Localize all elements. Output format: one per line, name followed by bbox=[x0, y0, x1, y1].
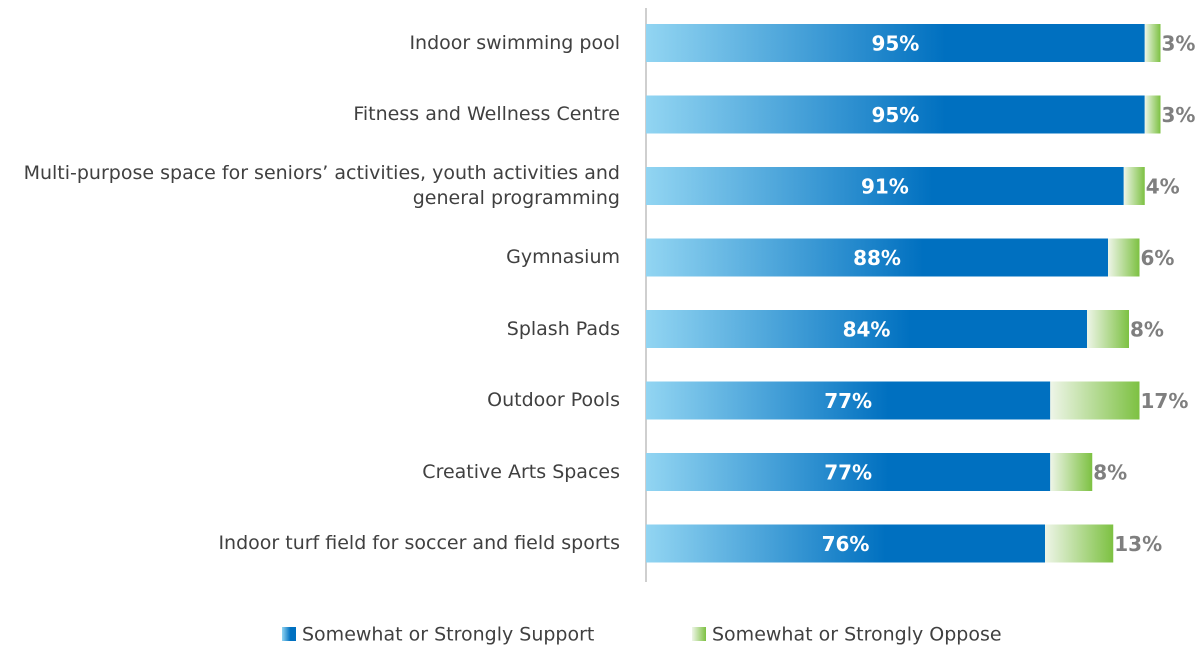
value-label: 6% bbox=[1141, 246, 1175, 270]
bar-segment bbox=[1144, 24, 1161, 62]
bar-segment bbox=[646, 238, 1108, 277]
legend-swatch bbox=[282, 627, 296, 641]
bar-segment bbox=[1050, 381, 1140, 420]
category-label: Outdoor Pools bbox=[487, 389, 620, 411]
value-label: 77% bbox=[824, 461, 872, 485]
bar-segment bbox=[646, 95, 1145, 134]
value-label: 17% bbox=[1141, 389, 1189, 413]
bar-segment bbox=[1123, 167, 1145, 205]
value-label: 84% bbox=[843, 318, 891, 342]
bar-segment bbox=[646, 453, 1051, 491]
legend-label: Somewhat or Strongly Support bbox=[302, 624, 594, 646]
value-label: 88% bbox=[853, 246, 901, 270]
bar-segment bbox=[646, 24, 1145, 62]
bar-segment bbox=[646, 167, 1124, 205]
bar-segment bbox=[1050, 453, 1093, 491]
category-label: Multi-purpose space for seniors’ activit… bbox=[23, 162, 620, 209]
value-label: 91% bbox=[861, 175, 909, 199]
category-label: Creative Arts Spaces bbox=[422, 460, 620, 483]
value-label: 8% bbox=[1093, 461, 1127, 485]
category-label: Splash Pads bbox=[506, 317, 620, 340]
value-label: 3% bbox=[1162, 103, 1196, 127]
bar-segment bbox=[646, 310, 1087, 348]
category-label: Indoor turf field for soccer and field s… bbox=[218, 532, 620, 554]
value-label: 76% bbox=[822, 532, 870, 556]
category-label: Fitness and Wellness Centre bbox=[353, 103, 620, 125]
value-label: 8% bbox=[1130, 318, 1164, 342]
bar-segment bbox=[1108, 238, 1140, 277]
category-label: Gymnasium bbox=[506, 246, 620, 268]
bar-segment bbox=[1144, 95, 1161, 134]
legend-label: Somewhat or Strongly Oppose bbox=[712, 624, 1002, 646]
value-label: 3% bbox=[1162, 32, 1196, 56]
value-label: 13% bbox=[1114, 532, 1162, 556]
category-label: Indoor swimming pool bbox=[409, 31, 620, 54]
value-label: 95% bbox=[871, 32, 919, 56]
bar-segment bbox=[1045, 524, 1114, 563]
bar-segment bbox=[1087, 310, 1129, 348]
value-label: 4% bbox=[1146, 175, 1180, 199]
legend-swatch bbox=[692, 627, 706, 641]
value-label: 95% bbox=[871, 103, 919, 127]
bar-segment bbox=[646, 381, 1051, 420]
bar-segment bbox=[646, 524, 1045, 563]
value-label: 77% bbox=[824, 389, 872, 413]
